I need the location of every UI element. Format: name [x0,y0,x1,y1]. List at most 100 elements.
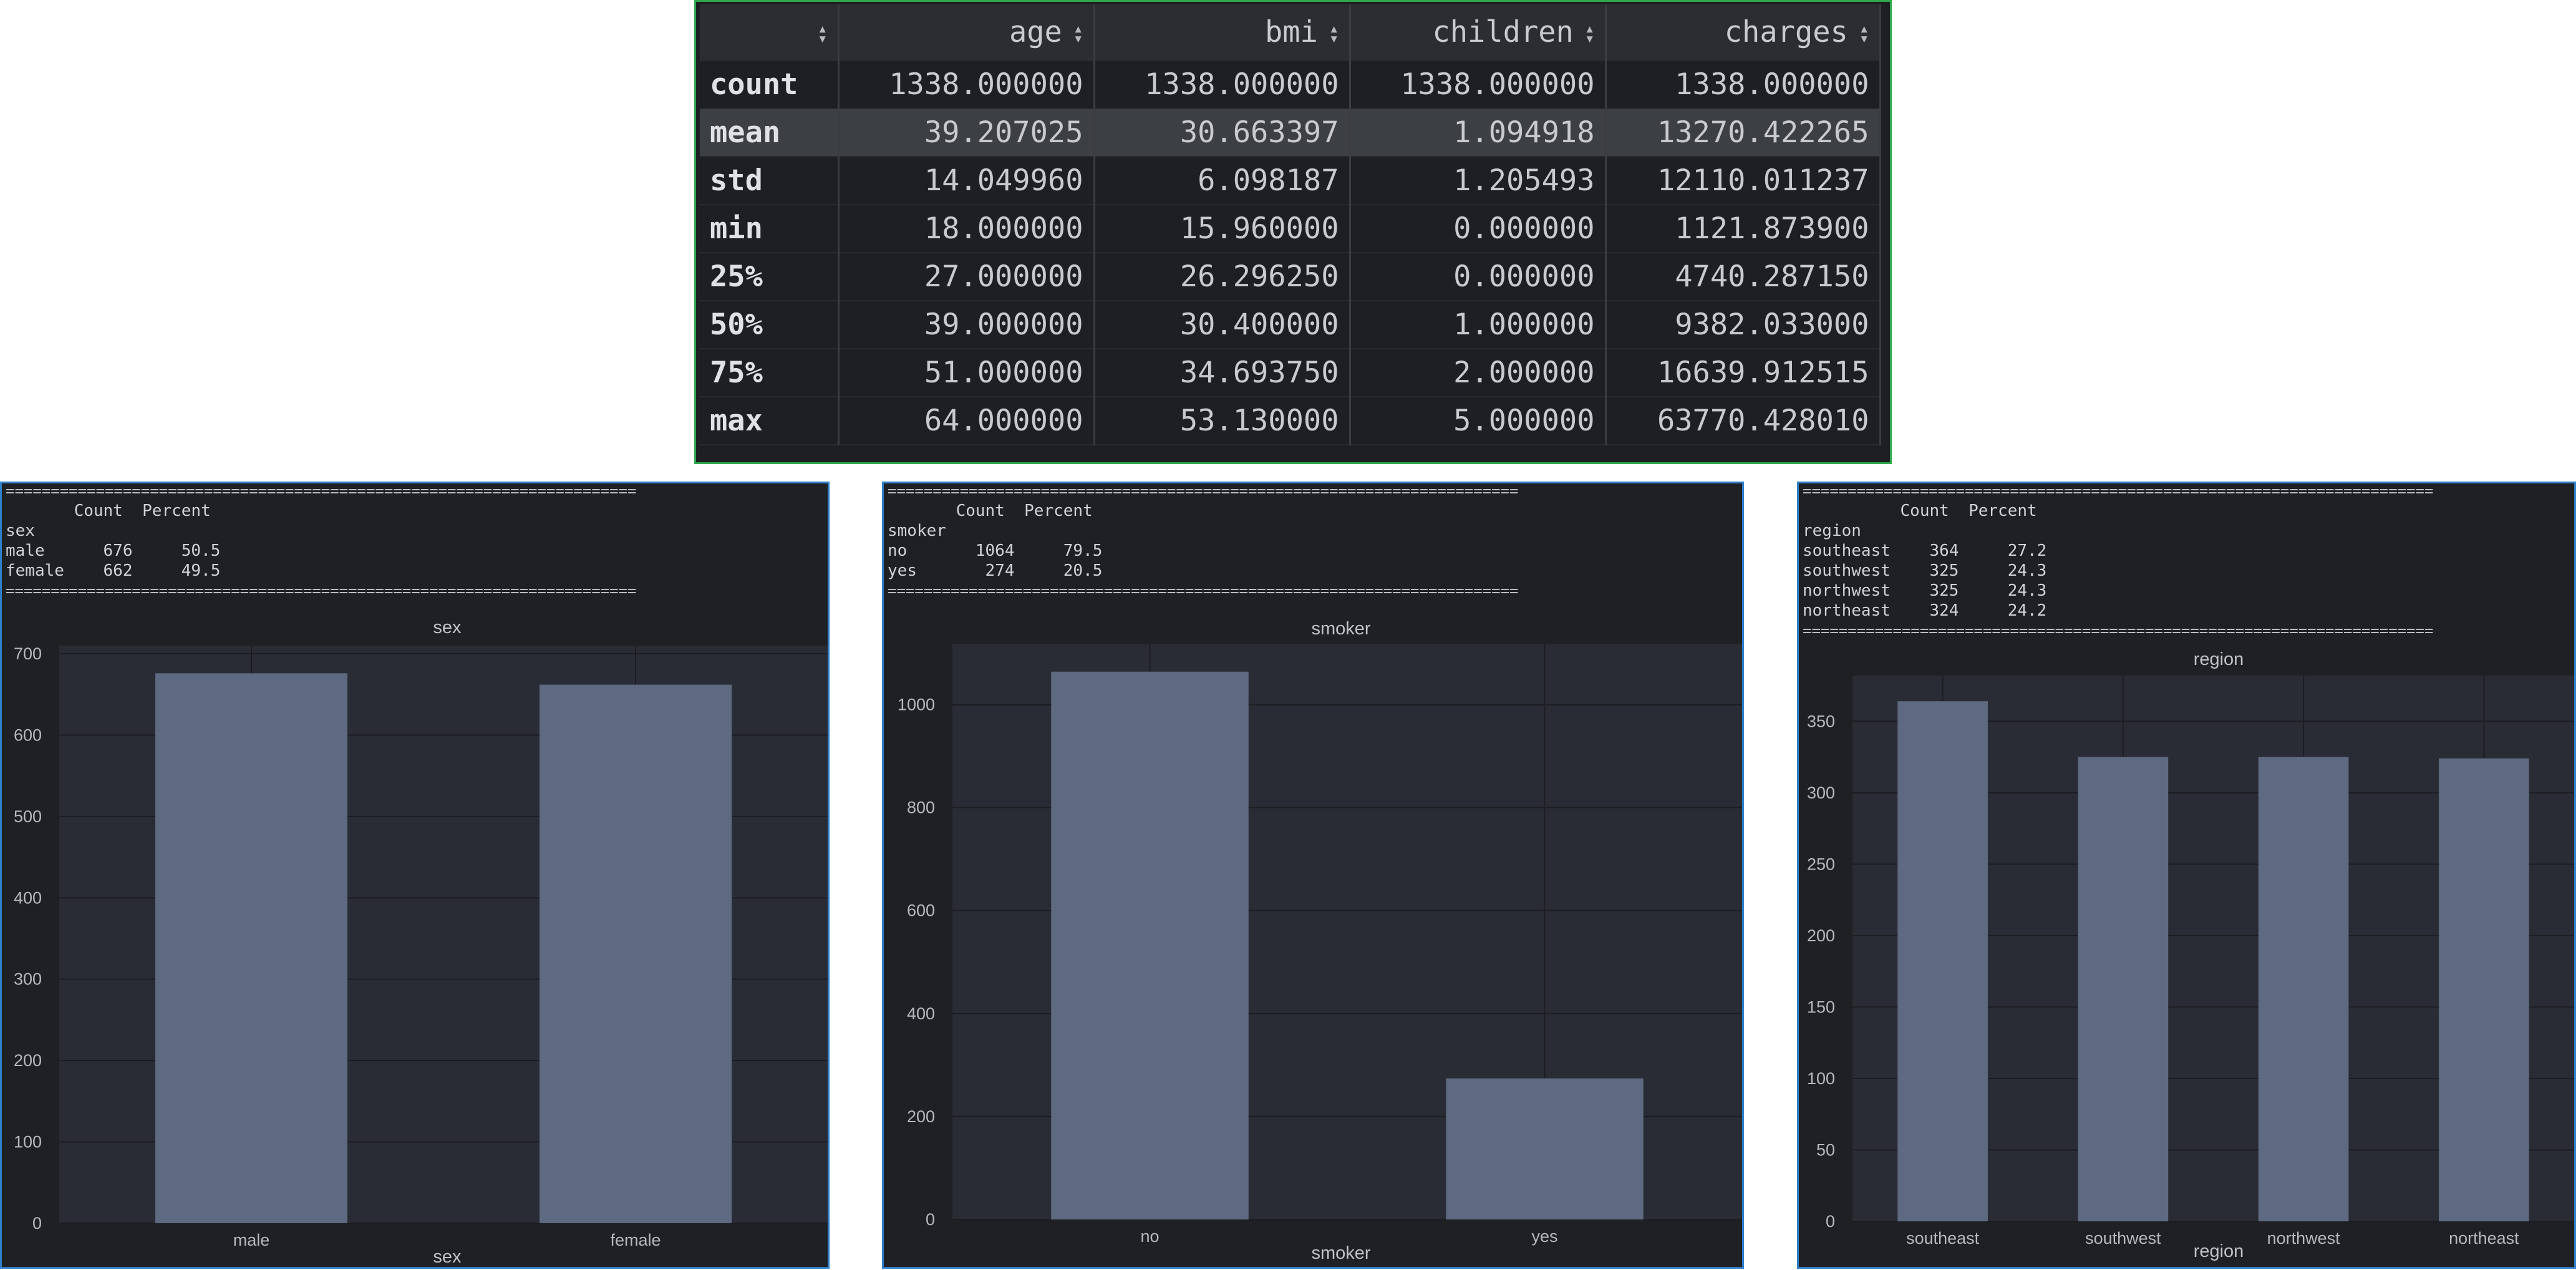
column-header-label: age [1009,15,1062,49]
column-header-charges[interactable]: charges ▴ ▾ [1605,4,1881,61]
table-cell[interactable]: 2.000000 [1350,349,1607,397]
table-cell[interactable]: 13270.422265 [1605,109,1881,157]
describe-table: ▴ ▾ age ▴ ▾ bmi ▴ ▾ children ▴ ▾ charges ▴ ▾ coun… [700,4,1881,445]
table-cell[interactable]: 14.049960 [838,157,1095,205]
table-cell[interactable]: 64.000000 [838,397,1095,445]
y-tick-label: 0 [1826,1212,1835,1231]
index-header[interactable]: ▴ ▾ [700,4,840,61]
y-tick-label: 500 [14,807,42,826]
sort-icon[interactable]: ▴ ▾ [1073,19,1083,48]
sort-icon[interactable]: ▴ ▾ [1329,19,1339,48]
bar-southeast[interactable] [1897,701,1988,1221]
bar-southwest[interactable] [2078,757,2169,1221]
table-header-row: ▴ ▾ age ▴ ▾ bmi ▴ ▾ children ▴ ▾ charges ▴ ▾ [700,4,1881,61]
bar-no[interactable] [1051,671,1249,1219]
sort-icon[interactable]: ▴ ▾ [1584,19,1595,48]
table-row[interactable]: 50% 39.000000 30.400000 1.000000 9382.03… [700,301,1881,349]
y-tick-label: 200 [1807,926,1835,945]
table-cell[interactable]: 9382.033000 [1605,301,1881,349]
table-cell[interactable]: 6.098187 [1094,157,1351,205]
table-cell[interactable]: 1.094918 [1350,109,1607,157]
bar-female[interactable] [540,684,732,1223]
count-table-row: northeast 324 24.2 [1803,601,2046,620]
table-cell[interactable]: 0.000000 [1350,205,1607,253]
y-tick-label: 600 [14,725,42,744]
count-table-row: male 676 50.5 [6,541,220,560]
table-row-selected[interactable]: mean 39.207025 30.663397 1.094918 13270.… [700,109,1881,157]
y-tick-label: 400 [14,888,42,907]
bar-northeast[interactable] [2439,758,2529,1221]
table-row[interactable]: 75% 51.000000 34.693750 2.000000 16639.9… [700,349,1881,397]
table-cell[interactable]: 4740.287150 [1605,253,1881,301]
table-cell[interactable]: 1338.000000 [1094,61,1351,109]
y-tick-label: 0 [926,1210,935,1229]
separator-line: ========================================… [1803,622,2433,639]
table-cell[interactable]: 27.000000 [838,253,1095,301]
table-cell[interactable]: 34.693750 [1094,349,1351,397]
table-cell[interactable]: 51.000000 [838,349,1095,397]
column-header-bmi[interactable]: bmi ▴ ▾ [1094,4,1351,61]
table-cell[interactable]: 18.000000 [838,205,1095,253]
row-label: 75% [700,349,840,397]
x-tick-label: southeast [1906,1229,1980,1248]
table-cell[interactable]: 1338.000000 [838,61,1095,109]
chart-svg-region: ========================================… [1803,483,2574,1261]
row-label: count [700,61,840,109]
count-table-row: yes 274 20.5 [888,561,1102,580]
table-cell[interactable]: 1121.873900 [1605,205,1881,253]
table-cell[interactable]: 1.205493 [1350,157,1607,205]
separator-line: ========================================… [6,582,636,599]
table-row[interactable]: count 1338.000000 1338.000000 1338.00000… [700,61,1881,109]
table-cell[interactable]: 15.960000 [1094,205,1351,253]
row-label: 25% [700,253,840,301]
x-tick-label: male [233,1231,270,1249]
count-table-row: northwest 325 24.3 [1803,581,2046,600]
chart-svg-sex: ========================================… [6,483,828,1267]
table-cell[interactable]: 1.000000 [1350,301,1607,349]
table-cell[interactable]: 1338.000000 [1605,61,1881,109]
count-table-header: Count Percent [888,502,1093,520]
x-axis-label: smoker [1311,1243,1370,1263]
bar-male[interactable] [155,673,347,1223]
y-tick-label: 600 [907,901,935,920]
table-cell[interactable]: 53.130000 [1094,397,1351,445]
y-tick-label: 350 [1807,712,1835,730]
row-label: std [700,157,840,205]
y-tick-label: 200 [14,1051,42,1070]
row-label: min [700,205,840,253]
sort-icon[interactable]: ▴ ▾ [817,19,828,48]
table-cell[interactable]: 26.296250 [1094,253,1351,301]
table-row[interactable]: 25% 27.000000 26.296250 0.000000 4740.28… [700,253,1881,301]
count-table-header: Count Percent [1803,502,2037,520]
table-cell[interactable]: 63770.428010 [1605,397,1881,445]
table-cell[interactable]: 5.000000 [1350,397,1607,445]
column-header-age[interactable]: age ▴ ▾ [838,4,1095,61]
y-tick-label: 150 [1807,997,1835,1016]
table-cell[interactable]: 39.207025 [838,109,1095,157]
y-tick-label: 300 [1807,783,1835,802]
output-panel-region: ========================================… [1797,482,2576,1269]
chart-svg-smoker: ========================================… [888,483,1742,1263]
y-tick-label: 200 [907,1107,935,1126]
chart-title: smoker [1311,619,1370,639]
x-axis-label: sex [433,1247,462,1267]
bar-yes[interactable] [1446,1078,1644,1219]
table-cell[interactable]: 16639.912515 [1605,349,1881,397]
y-tick-label: 700 [14,644,42,663]
table-cell[interactable]: 30.663397 [1094,109,1351,157]
column-header-label: children [1432,15,1574,49]
table-row[interactable]: max 64.000000 53.130000 5.000000 63770.4… [700,397,1881,445]
bar-northwest[interactable] [2258,757,2349,1221]
table-row[interactable]: std 14.049960 6.098187 1.205493 12110.01… [700,157,1881,205]
column-header-children[interactable]: children ▴ ▾ [1350,4,1607,61]
separator-line: ========================================… [888,483,1518,500]
table-row[interactable]: min 18.000000 15.960000 0.000000 1121.87… [700,205,1881,253]
table-cell[interactable]: 0.000000 [1350,253,1607,301]
table-cell[interactable]: 12110.011237 [1605,157,1881,205]
output-panel-sex: ========================================… [0,482,830,1269]
table-cell[interactable]: 1338.000000 [1350,61,1607,109]
table-cell[interactable]: 39.000000 [838,301,1095,349]
sort-icon[interactable]: ▴ ▾ [1859,19,1869,48]
plot-layer-sex: 0 100 200 300 400 500 600 700 male female [14,644,828,1249]
table-cell[interactable]: 30.400000 [1094,301,1351,349]
